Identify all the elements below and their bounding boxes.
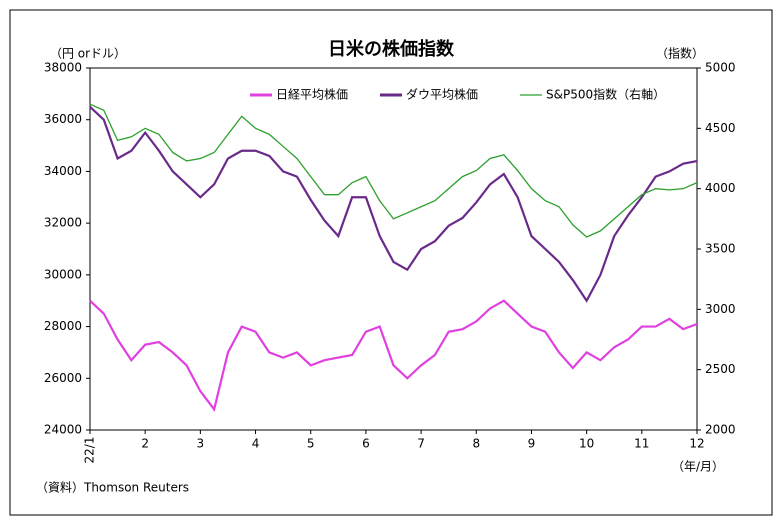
x-tick-label: 6 — [362, 437, 370, 451]
y2-tick-label: 4500 — [705, 121, 736, 135]
chart-title: 日米の株価指数 — [328, 38, 455, 60]
y-tick-label: 30000 — [44, 267, 82, 281]
x-tick-label: 10 — [579, 437, 594, 451]
line-series — [89, 299, 698, 412]
x-tick-label: 7 — [417, 437, 425, 451]
x-tick-label: 11 — [634, 437, 649, 451]
legend-label: 日経平均株価 — [276, 87, 348, 102]
plot-area — [89, 67, 698, 431]
x-tick-label: 22/1 — [83, 437, 97, 464]
source: （資料）Thomson Reuters — [36, 481, 189, 495]
x-tick-label: 9 — [528, 437, 536, 451]
legend-label: S&P500指数（右軸） — [546, 87, 665, 102]
x-tick-label: 8 — [472, 437, 480, 451]
y2-tick-label: 2500 — [705, 362, 736, 376]
line-series — [89, 103, 698, 238]
x-tick-label: 4 — [252, 437, 260, 451]
legend-label: ダウ平均株価 — [406, 87, 478, 102]
y2-axis-label: （指数） — [656, 46, 704, 61]
y2-tick-label: 3500 — [705, 242, 736, 256]
x-tick-label: 5 — [307, 437, 315, 451]
x-tick-label: 3 — [197, 437, 205, 451]
y2-tick-label: 4000 — [705, 181, 736, 195]
y-tick-label: 28000 — [44, 319, 82, 333]
y-axis-label: （円 orドル） — [50, 47, 126, 61]
y-tick-label: 24000 — [44, 423, 82, 437]
y-tick-label: 38000 — [44, 61, 82, 75]
y-tick-label: 26000 — [44, 371, 82, 385]
y-tick-label: 36000 — [44, 112, 82, 126]
y2-tick-label: 3000 — [705, 302, 736, 316]
y-tick-label: 32000 — [44, 216, 82, 230]
y2-tick-label: 2000 — [705, 423, 736, 437]
frame — [9, 9, 773, 516]
x-axis-label: （年/月） — [672, 460, 724, 474]
x-tick-label: 2 — [141, 437, 149, 451]
y2-tick-label: 5000 — [705, 61, 736, 75]
line-series — [89, 105, 698, 303]
x-tick-label: 12 — [689, 437, 704, 451]
y-tick-label: 34000 — [44, 164, 82, 178]
